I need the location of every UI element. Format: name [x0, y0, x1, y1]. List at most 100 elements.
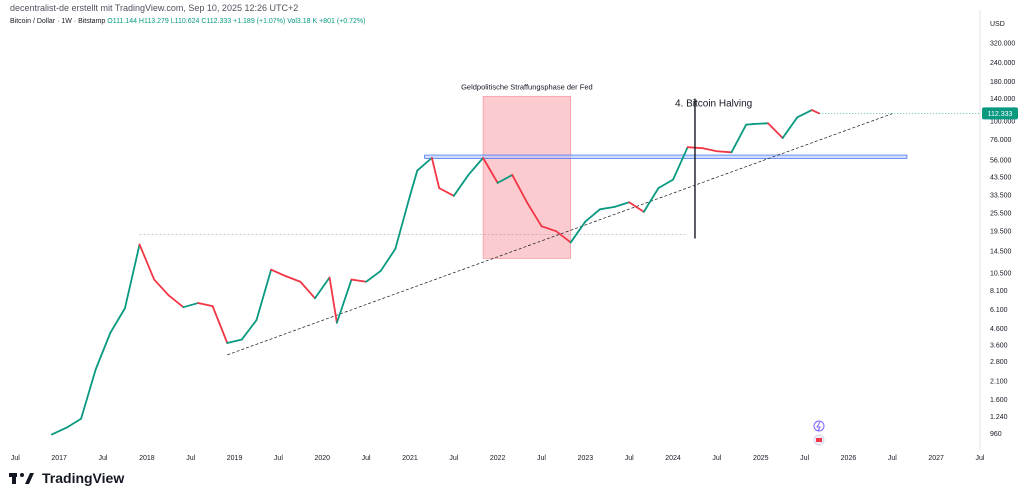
price-segment: [642, 187, 660, 213]
price-segment: [811, 109, 821, 115]
chart-overlays: 4. Bitcoin Halving 112.333: [675, 98, 1018, 239]
price-segment: [438, 187, 455, 197]
x-tick-label: 2022: [490, 455, 506, 462]
price-segment: [628, 201, 645, 213]
price-segment: [730, 123, 748, 154]
y-tick-label: 8.100: [990, 288, 1008, 295]
price-segment: [511, 174, 528, 204]
y-tick-label: 10.500: [990, 270, 1012, 277]
y-tick-label: 320.000: [990, 41, 1015, 48]
symbol-name[interactable]: Bitcoin / Dollar · 1W · Bitstamp: [10, 18, 106, 25]
x-tick-label: Jul: [362, 455, 371, 462]
price-segment: [138, 243, 156, 281]
x-tick-label: Jul: [800, 455, 809, 462]
x-tick-label: Jul: [712, 455, 721, 462]
price-segment: [569, 220, 587, 244]
y-tick-label: 56.000: [990, 158, 1012, 165]
price-segment: [197, 302, 214, 308]
price-segment: [672, 146, 689, 181]
y-tick-label: 1.600: [990, 397, 1008, 404]
alert-icon[interactable]: [813, 420, 825, 432]
x-tick-label: 2027: [928, 455, 944, 462]
price-segment: [555, 230, 572, 244]
y-tick-label: 1.240: [990, 414, 1008, 421]
x-tick-label: Jul: [99, 455, 108, 462]
y-tick-label: 100.000: [990, 119, 1015, 126]
price-segment: [335, 278, 353, 324]
price-segment: [109, 307, 126, 334]
x-tick-label: 2020: [314, 455, 330, 462]
price-segment: [226, 338, 243, 344]
price-segment: [211, 305, 229, 344]
price-segment: [584, 208, 601, 223]
last-price-tag: [982, 107, 1018, 120]
price-segment: [299, 280, 316, 300]
y-tick-label: 140.000: [990, 96, 1015, 103]
price-segment: [167, 294, 185, 309]
price-segment: [482, 156, 499, 184]
price-segment: [496, 174, 514, 184]
y-tick-label: 180.000: [990, 79, 1015, 86]
fed-tightening-zone: [482, 95, 572, 259]
price-series: [50, 109, 821, 436]
price-segment: [452, 174, 470, 197]
price-segment: [314, 276, 331, 300]
y-tick-label: 240.000: [990, 60, 1015, 67]
price-segment: [124, 243, 141, 310]
price-segment: [350, 278, 368, 283]
price-segment: [745, 123, 755, 126]
price-segment: [716, 150, 733, 154]
x-tick-label: Jul: [449, 455, 458, 462]
fed-tightening-label: Geldpolitische Straffungsphase der Fed: [461, 82, 593, 91]
price-segment: [467, 156, 484, 176]
price-segment: [657, 178, 674, 190]
price-segment: [781, 116, 799, 139]
price-segment: [525, 201, 543, 228]
price-segment: [379, 247, 397, 272]
y-tick-label: 43.500: [990, 175, 1012, 182]
chart-attribution: decentralist-de erstellt mit TradingView…: [10, 3, 299, 13]
price-segment: [752, 122, 769, 125]
price-segment: [613, 201, 631, 208]
halving-label: 4. Bitcoin Halving: [675, 99, 752, 110]
price-segment: [50, 426, 68, 436]
x-tick-label: 2021: [402, 455, 418, 462]
symbol-legend: Bitcoin / Dollar · 1W · Bitstamp O111.14…: [10, 18, 365, 25]
currency-label: USD: [990, 21, 1005, 28]
price-segment: [65, 417, 82, 429]
news-flag-icon[interactable]: [813, 434, 825, 446]
price-segment: [270, 268, 287, 278]
long-term-trendline: [227, 113, 893, 356]
y-tick-label: 3.600: [990, 342, 1008, 349]
y-tick-label: 2.800: [990, 359, 1008, 366]
x-tick-label: 2017: [51, 455, 67, 462]
x-tick-label: Jul: [888, 455, 897, 462]
x-tick-label: 2024: [665, 455, 681, 462]
footer-brand-name: TradingView: [42, 470, 125, 486]
price-segment: [365, 270, 382, 283]
x-tick-label: 2019: [227, 455, 243, 462]
tradingview-logo-icon: [9, 473, 34, 484]
x-tick-label: 2023: [578, 455, 594, 462]
price-segment: [394, 194, 411, 250]
y-axis-ticks: 320.000 240.000 180.000 140.000 100.000 76.00…: [990, 41, 1015, 439]
price-segment: [599, 205, 616, 211]
price-segment: [767, 122, 784, 139]
x-tick-label: Jul: [186, 455, 195, 462]
price-segment: [796, 109, 813, 119]
y-tick-label: 2.100: [990, 379, 1008, 386]
price-segment: [328, 276, 338, 324]
y-tick-label: 14.500: [990, 249, 1012, 256]
x-axis-ticks: Jul 2017 Jul 2018 Jul 2019 Jul 2020 Jul 2021 Jul 20…: [11, 455, 985, 462]
price-segment: [701, 147, 718, 153]
price-segment: [153, 278, 170, 297]
footer-brand[interactable]: TradingView: [8, 470, 124, 486]
price-segment: [409, 169, 419, 197]
y-tick-label: 960: [990, 431, 1002, 438]
price-segment: [94, 331, 112, 371]
price-chart[interactable]: USD 320.000 240.000 180.000 140.000 100.000 7…: [0, 0, 1024, 466]
price-segment: [240, 319, 258, 341]
price-segment: [255, 268, 272, 322]
y-tick-label: 4.600: [990, 326, 1008, 333]
y-tick-label: 6.100: [990, 307, 1008, 314]
